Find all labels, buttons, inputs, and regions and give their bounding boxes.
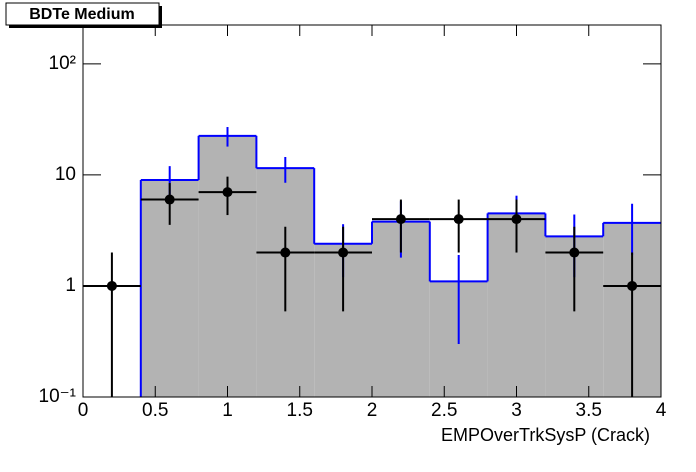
data-point	[280, 247, 291, 258]
data-point	[453, 214, 464, 225]
y-tick-label: 10	[55, 164, 76, 185]
y-tick-label: 10⁻¹	[39, 386, 77, 407]
data-point	[627, 280, 638, 291]
x-tick-label: 2	[367, 400, 378, 421]
plot-area	[83, 127, 661, 397]
x-tick-label: 0.5	[142, 400, 168, 421]
x-tick-label: 3.5	[576, 400, 602, 421]
y-tick-label: 1	[65, 275, 76, 296]
histogram-bar	[198, 135, 257, 397]
data-point	[338, 247, 349, 258]
y-tick-label: 10²	[49, 53, 76, 74]
data-point	[164, 194, 175, 205]
data-point	[511, 214, 522, 225]
x-tick-label: 4	[656, 400, 667, 421]
data-point	[569, 247, 580, 258]
chart-title: BDTe Medium	[29, 6, 134, 23]
data-point	[222, 187, 233, 198]
x-tick-label: 1	[222, 400, 233, 421]
x-tick-label: 3	[511, 400, 522, 421]
x-axis-label: EMPOverTrkSysP (Crack)	[441, 425, 650, 445]
x-tick-label: 1.5	[287, 400, 313, 421]
x-tick-label: 2.5	[431, 400, 457, 421]
x-tick-label: 0	[78, 400, 89, 421]
data-point	[395, 214, 406, 225]
data-point	[106, 280, 117, 291]
